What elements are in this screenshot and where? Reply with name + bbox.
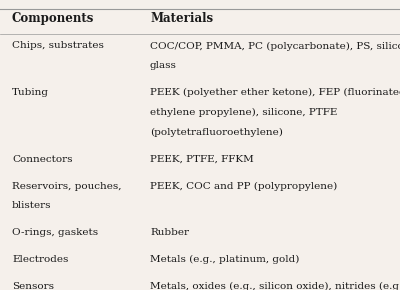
Text: Metals, oxides (e.g., silicon oxide), nitrides (e.g., silicon: Metals, oxides (e.g., silicon oxide), ni…	[150, 282, 400, 290]
Text: PEEK, COC and PP (polypropylene): PEEK, COC and PP (polypropylene)	[150, 182, 337, 191]
Text: (polytetrafluoroethylene): (polytetrafluoroethylene)	[150, 128, 283, 137]
Text: Connectors: Connectors	[12, 155, 72, 164]
Text: Electrodes: Electrodes	[12, 255, 68, 264]
Text: Tubing: Tubing	[12, 88, 49, 97]
Text: Metals (e.g., platinum, gold): Metals (e.g., platinum, gold)	[150, 255, 299, 264]
Text: Sensors: Sensors	[12, 282, 54, 290]
Text: glass: glass	[150, 61, 177, 70]
Text: blisters: blisters	[12, 201, 52, 210]
Text: PEEK, PTFE, FFKM: PEEK, PTFE, FFKM	[150, 155, 254, 164]
Text: PEEK (polyether ether ketone), FEP (fluorinated: PEEK (polyether ether ketone), FEP (fluo…	[150, 88, 400, 97]
Text: Components: Components	[12, 12, 94, 25]
Text: Materials: Materials	[150, 12, 213, 25]
Text: COC/COP, PMMA, PC (polycarbonate), PS, silicon,: COC/COP, PMMA, PC (polycarbonate), PS, s…	[150, 41, 400, 50]
Text: Reservoirs, pouches,: Reservoirs, pouches,	[12, 182, 122, 191]
Text: Chips, substrates: Chips, substrates	[12, 41, 104, 50]
Text: Rubber: Rubber	[150, 228, 189, 237]
Text: ethylene propylene), silicone, PTFE: ethylene propylene), silicone, PTFE	[150, 108, 337, 117]
Text: O-rings, gaskets: O-rings, gaskets	[12, 228, 98, 237]
